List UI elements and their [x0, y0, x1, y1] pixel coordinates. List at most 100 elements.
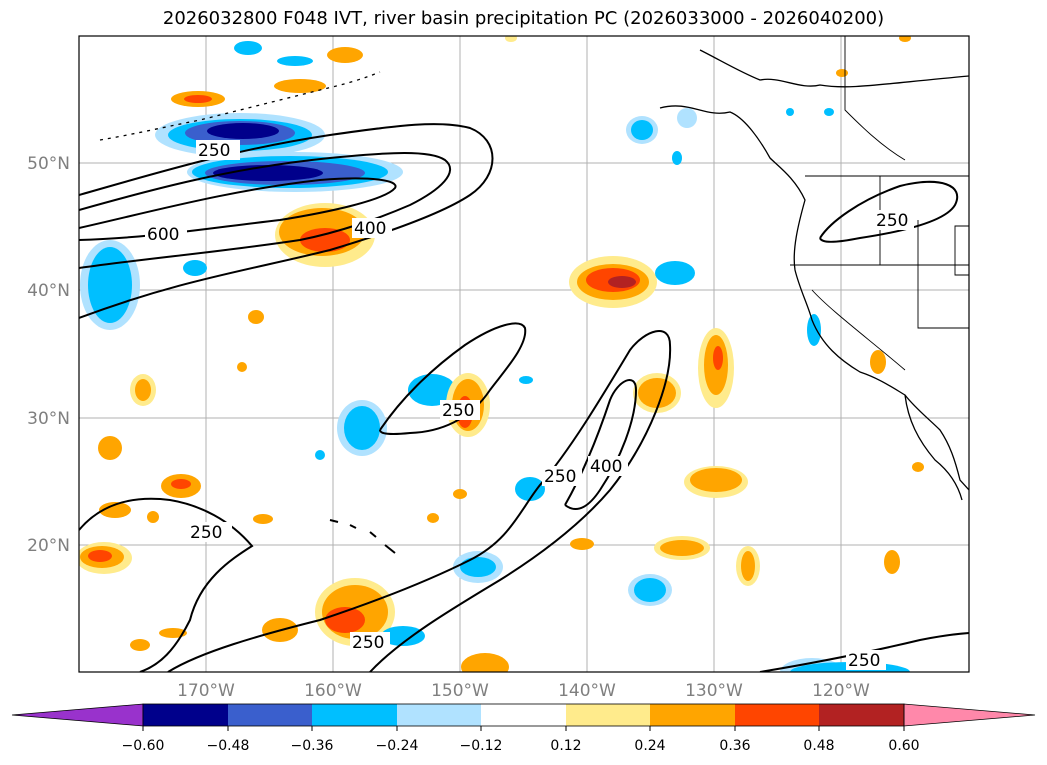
precip-blob [213, 165, 323, 181]
precip-blob [460, 557, 496, 577]
precip-blob [519, 376, 533, 384]
ivt-contour-600 [79, 177, 397, 241]
precip-blob [912, 462, 924, 472]
precip-blob [327, 47, 363, 63]
lat-label: 20°N [27, 536, 70, 556]
ivt-contour-250-mid [379, 322, 527, 435]
precip-blob [634, 578, 666, 602]
ivt-label: 250 [876, 211, 908, 231]
precip-blob [381, 626, 425, 646]
precip-blob [655, 261, 695, 285]
longitude-labels: 170°W 160°W 150°W 140°W 130°W 120°W [177, 681, 870, 701]
colorbar-tick-label: −0.24 [376, 738, 419, 754]
colorbar-segment [650, 704, 735, 726]
precip-blob [570, 538, 594, 550]
precip-blob [159, 628, 187, 638]
colorbar-over-triangle [903, 703, 1036, 727]
lat-label: 50°N [27, 154, 70, 174]
lon-label: 120°W [812, 681, 870, 701]
colorbar-segment [735, 704, 819, 726]
colorbar-frame [142, 703, 905, 727]
precip-blob [608, 276, 636, 288]
precip-blob [300, 228, 350, 252]
precip-blob [88, 550, 112, 562]
ivt-label: 400 [590, 457, 622, 477]
precip-blob [315, 450, 325, 460]
ivt-label: 250 [544, 467, 576, 487]
precip-blob [99, 502, 131, 518]
precip-blob [130, 639, 150, 651]
precip-blob [461, 653, 509, 672]
precip-blob [660, 540, 704, 556]
ivt-contour-400-north [79, 152, 452, 269]
lat-label: 30°N [27, 409, 70, 429]
colorbar-segment [228, 704, 312, 726]
alaska-border [844, 36, 906, 161]
ivt-label: 250 [352, 633, 384, 653]
ivt-contours [79, 123, 969, 672]
precip-blob [677, 108, 697, 128]
precip-blob [870, 350, 886, 374]
colorbar-segment [481, 704, 566, 726]
precip-blob [171, 479, 191, 489]
ivt-label: 250 [442, 401, 474, 421]
ivt-contour-250-southeast [759, 632, 969, 672]
precip-blob [234, 41, 262, 55]
colorbar-tick-label: −0.60 [122, 738, 165, 754]
coastlines [99, 49, 969, 554]
colorbar-segment [397, 704, 481, 726]
lat-label: 40°N [27, 281, 70, 301]
precip-blob [248, 310, 264, 324]
precip-blob [253, 514, 273, 524]
ivt-label: 400 [354, 219, 386, 239]
ivt-label: 600 [147, 225, 179, 245]
colorbar-tick-label: 0.24 [634, 738, 665, 754]
precip-blob [884, 550, 900, 574]
ivt-contour-250-north [79, 123, 494, 319]
map-frame [78, 35, 970, 673]
aleutian-islands [99, 71, 381, 141]
hawaii-islands [329, 519, 396, 554]
precip-blob [183, 260, 207, 276]
precip-blob [672, 151, 682, 165]
colorbar-ticks [142, 726, 905, 731]
colorbar-tick-label: 0.36 [719, 738, 750, 754]
precip-blob [207, 123, 279, 139]
colorbar-tick-label: 0.60 [888, 738, 919, 754]
lon-label: 140°W [558, 681, 616, 701]
precip-blob [427, 513, 439, 523]
precip-blob [184, 95, 212, 103]
precip-blob [807, 314, 821, 346]
precip-blob [638, 378, 676, 408]
precip-blob [274, 79, 326, 93]
precip-blob [690, 468, 742, 492]
precip-blob [515, 477, 545, 501]
graticule [79, 36, 969, 672]
precip-blob [631, 120, 653, 140]
precip-blob [786, 108, 794, 116]
colorbar-tick-label: −0.12 [460, 738, 503, 754]
baja-coast [904, 394, 963, 501]
ivt-label: 250 [190, 523, 222, 543]
alaska-coast [699, 49, 969, 88]
ivt-label: 250 [198, 141, 230, 161]
colorbar-segment [312, 704, 397, 726]
colorbar-tick-label: −0.48 [207, 738, 250, 754]
precip-blob [505, 36, 517, 42]
colorbar-tick-label: 0.12 [550, 738, 581, 754]
ivt-contour-labels: 250 600 400 250 250 400 250 250 250 250 [145, 140, 914, 671]
lon-label: 170°W [177, 681, 235, 701]
precip-pc-field [79, 36, 924, 672]
colorbar-under-triangle [11, 703, 144, 727]
precip-blob [135, 379, 151, 401]
ivt-label: 250 [848, 651, 880, 671]
ivt-contour-400-diag [564, 378, 638, 510]
precip-blob [824, 108, 834, 116]
precip-blob [713, 346, 723, 370]
precip-blob [453, 489, 467, 499]
colorbar-segment [143, 704, 228, 726]
map-title: 2026032800 F048 IVT, river basin precipi… [162, 8, 885, 29]
precip-blob [98, 436, 122, 460]
lon-label: 130°W [685, 681, 743, 701]
